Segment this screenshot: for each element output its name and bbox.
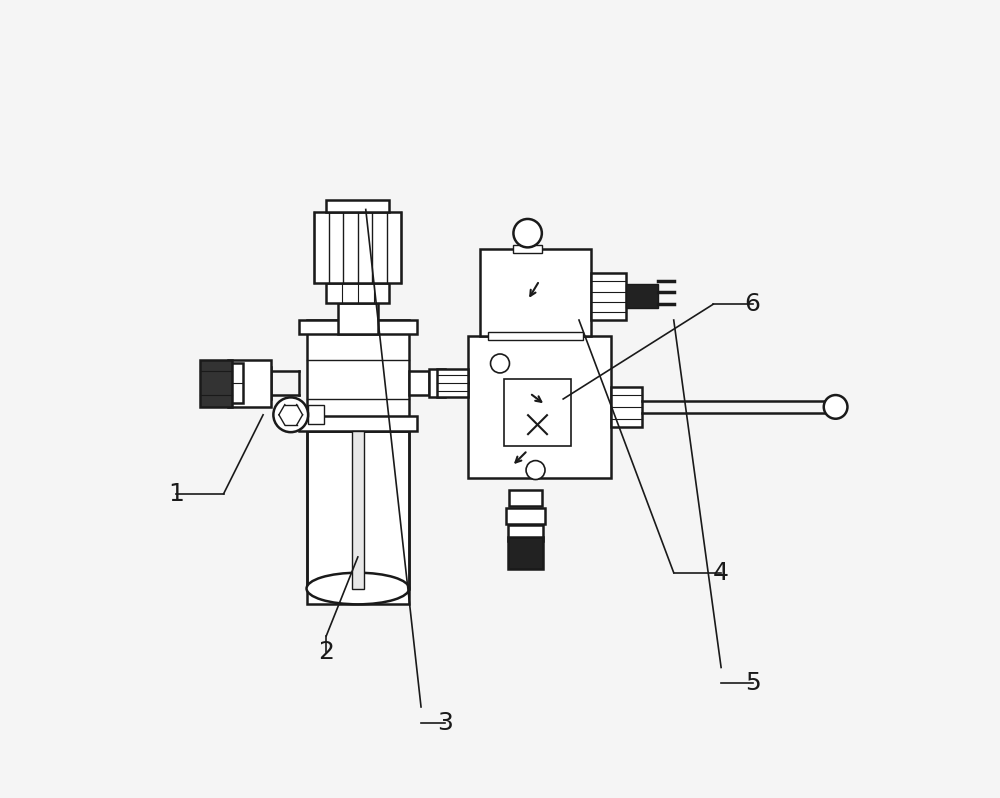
Circle shape bbox=[824, 395, 847, 419]
Text: 2: 2 bbox=[318, 640, 334, 664]
Bar bbox=[314, 211, 401, 283]
Bar bbox=[299, 417, 417, 431]
Bar bbox=[299, 320, 417, 334]
Bar bbox=[200, 360, 232, 407]
Bar bbox=[326, 200, 389, 211]
Circle shape bbox=[513, 219, 542, 247]
Bar bbox=[308, 405, 324, 425]
Bar bbox=[338, 302, 378, 334]
Bar bbox=[504, 379, 571, 446]
Bar bbox=[307, 431, 409, 604]
Text: 6: 6 bbox=[745, 292, 761, 316]
Circle shape bbox=[273, 397, 308, 433]
Bar bbox=[228, 363, 243, 403]
Bar bbox=[626, 285, 658, 308]
Bar bbox=[352, 431, 364, 588]
Bar bbox=[307, 320, 409, 431]
Circle shape bbox=[491, 354, 509, 373]
Bar bbox=[228, 360, 271, 407]
Bar bbox=[437, 369, 468, 397]
Bar bbox=[468, 336, 611, 478]
Circle shape bbox=[526, 460, 545, 480]
Bar bbox=[506, 508, 545, 523]
Text: 3: 3 bbox=[437, 711, 453, 735]
Bar bbox=[409, 371, 429, 395]
Text: 1: 1 bbox=[168, 482, 184, 506]
Bar bbox=[488, 332, 583, 340]
Text: 5: 5 bbox=[745, 671, 761, 695]
Text: 4: 4 bbox=[713, 561, 729, 585]
Bar bbox=[513, 245, 542, 253]
Bar bbox=[509, 490, 542, 506]
Ellipse shape bbox=[307, 573, 409, 604]
Bar bbox=[508, 537, 543, 569]
Bar bbox=[611, 387, 642, 427]
Bar bbox=[326, 283, 389, 302]
Bar bbox=[480, 249, 591, 336]
Bar bbox=[591, 273, 626, 320]
Bar bbox=[508, 525, 543, 541]
Bar bbox=[429, 369, 445, 397]
